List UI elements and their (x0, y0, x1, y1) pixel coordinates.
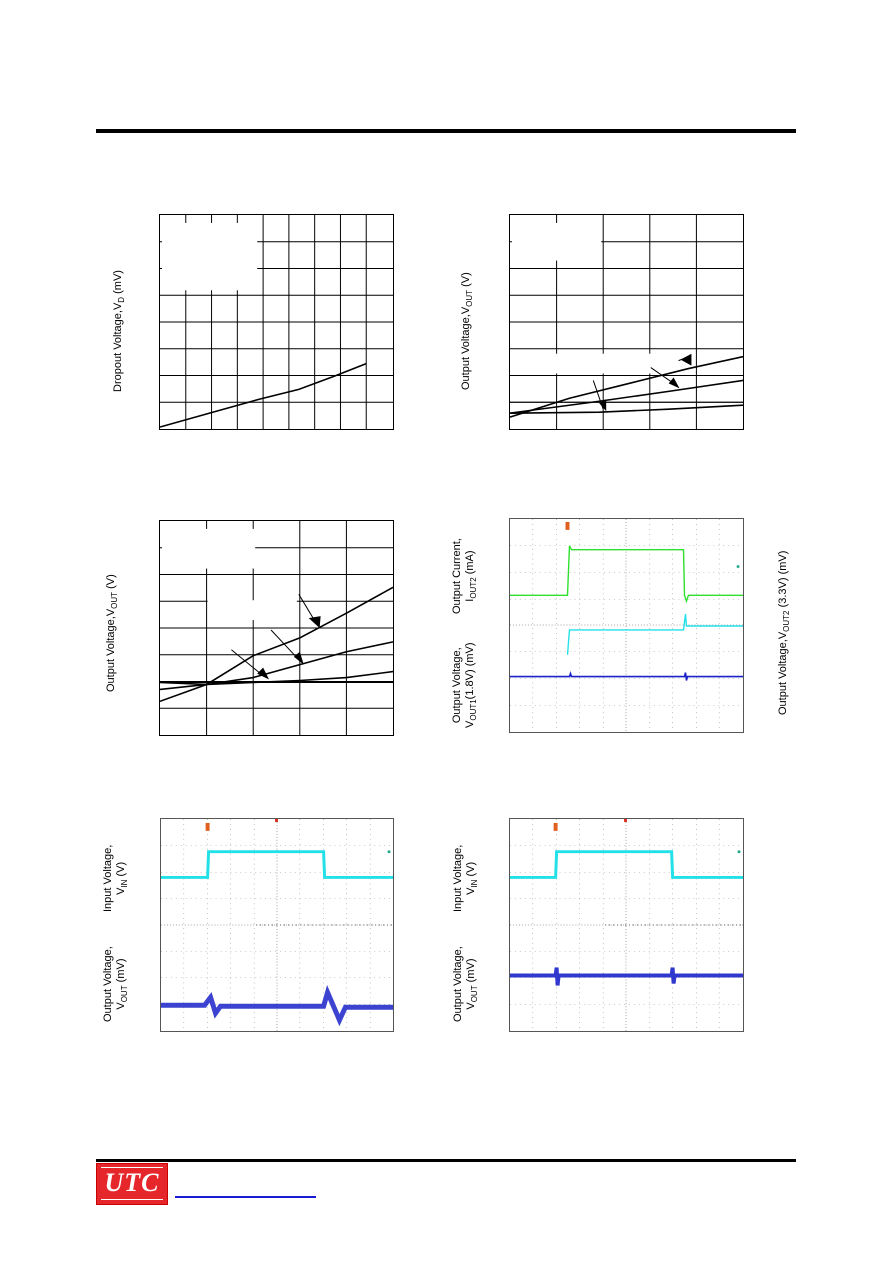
g2-y-axis-label: Output Voltage,VOUT (V) (460, 272, 475, 390)
g3-curve-b (160, 641, 393, 691)
g2-curve-b (510, 379, 743, 414)
g1-grid (160, 215, 393, 429)
load-transient-scope (509, 518, 744, 733)
utc-logo: UTC (96, 1163, 168, 1205)
line-transient-scope-2 (509, 818, 744, 1032)
g4-y-label-right: Output Voltage,VOUT2 (3.3V) (mV) (777, 550, 792, 715)
g6-y-label-top: Input Voltage, VIN (V) (452, 844, 480, 912)
g4-trace-current (510, 545, 743, 604)
g4-trace-vout1 (510, 671, 743, 681)
g5-trace-vin (161, 850, 393, 879)
dropout-voltage-chart (159, 214, 394, 430)
g6-trace-vout (510, 967, 743, 986)
logo-text: UTC (104, 1168, 160, 1197)
g5-y-label-bottom: Output Voltage, VOUT (mV) (102, 946, 130, 1022)
g6-trace-vin (510, 850, 743, 879)
g2-curve-c (510, 404, 743, 414)
header-rule (96, 129, 796, 133)
g4-trace-vout2 (566, 614, 743, 655)
output-voltage-chart-1 (509, 214, 744, 430)
g4-y-label-top: Output Current, IOUT2 (mA) (451, 538, 479, 614)
g4-y-label-bottom: Output Voltage, VOUT1(1.8V) (mV) (451, 642, 479, 728)
website-link[interactable] (175, 1196, 316, 1198)
g1-legend-blank (161, 222, 258, 291)
g2-curve-a (510, 355, 743, 418)
g5-y-label-top: Input Voltage, VIN (V) (102, 844, 130, 912)
g1-y-axis-label: Dropout Voltage,VD (mV) (112, 270, 127, 392)
g5-trace-vout (161, 984, 393, 1027)
g1-dropout-curve (160, 362, 367, 428)
g3-y-axis-label: Output Voltage,VOUT (V) (105, 574, 120, 692)
g3-curve-c (160, 670, 393, 686)
footer-rule (96, 1159, 796, 1162)
g3-curve-a (160, 586, 393, 703)
g6-y-label-bottom: Output Voltage, VOUT (mV) (452, 946, 480, 1022)
output-voltage-chart-2 (159, 520, 394, 736)
line-transient-scope-1 (160, 818, 394, 1032)
